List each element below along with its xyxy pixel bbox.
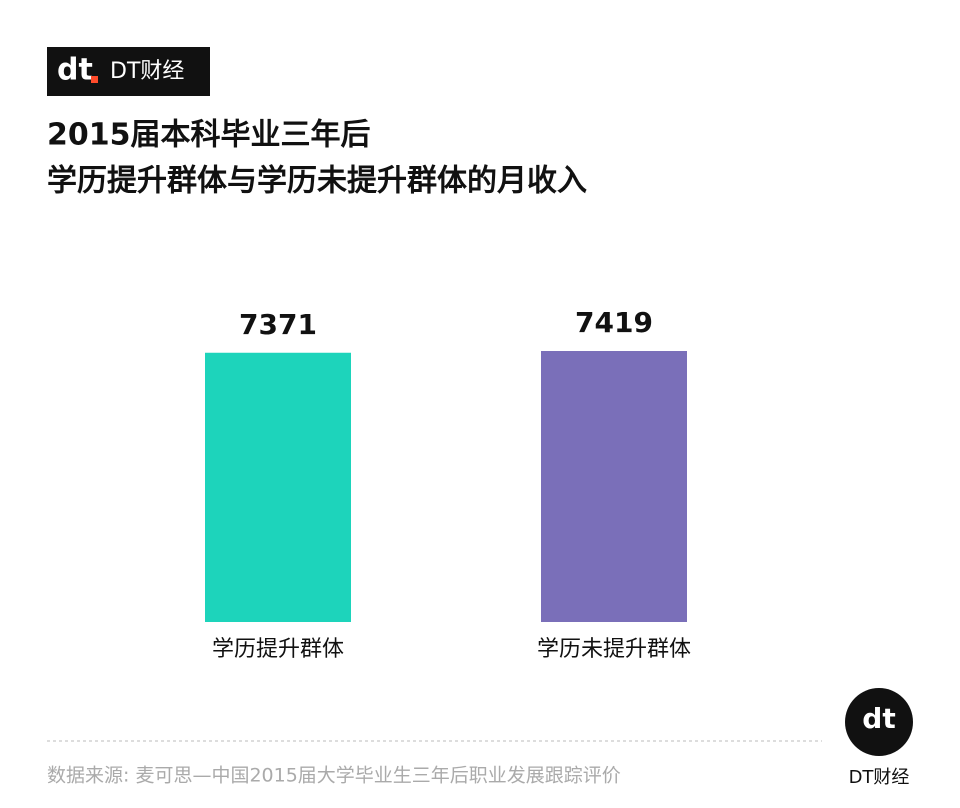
logo-mark: dt <box>57 53 93 88</box>
logo-box <box>47 47 210 96</box>
chart-title: 2015届本科毕业三年后 <box>47 118 371 153</box>
bar <box>205 352 351 622</box>
footer-logo-circle <box>845 688 913 756</box>
bar <box>541 351 687 622</box>
chart-title: 学历提升群体与学历未提升群体的月收入 <box>47 164 587 199</box>
category-label: 学历提升群体 <box>212 637 344 662</box>
category-label: 学历未提升群体 <box>537 637 691 662</box>
value-label: 7419 <box>575 306 653 339</box>
footer-logo-text: DT财经 <box>849 767 910 788</box>
source: 数据来源: 麦可思—中国2015届大学毕业生三年后职业发展跟踪评价 <box>47 765 621 787</box>
logo-dot <box>91 76 98 83</box>
logo-text: DT财经 <box>110 59 184 84</box>
value-label: 7371 <box>239 308 317 341</box>
footer-logo-mark: dt <box>862 702 895 735</box>
